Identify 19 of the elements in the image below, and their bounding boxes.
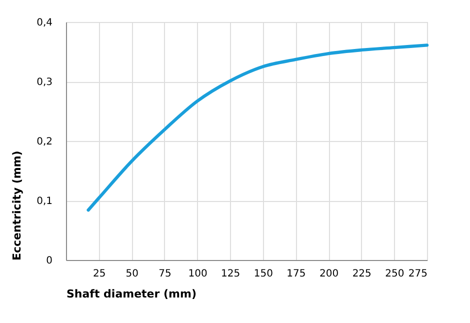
- x-tick-label: 150: [254, 268, 273, 280]
- x-tick-label: 250: [385, 268, 404, 280]
- x-axis-title: Shaft diameter (mm): [66, 288, 196, 300]
- x-tick-label: 175: [286, 268, 306, 280]
- x-tick-label: 100: [188, 268, 208, 280]
- y-tick-label: 0,3: [36, 77, 52, 88]
- y-tick-label: 0,1: [36, 196, 52, 207]
- x-tick-label: 200: [320, 268, 339, 280]
- x-tick-label: 25: [92, 268, 106, 280]
- x-tick-label: 225: [352, 268, 372, 280]
- x-tick-label: 275: [408, 268, 428, 280]
- x-tick-label: 50: [126, 268, 139, 280]
- line-series: [86, 44, 429, 212]
- y-tick-label: 0,4: [36, 18, 52, 28]
- y-tick-label: 0: [46, 256, 52, 266]
- y-axis-title: Eccentricity (mm): [10, 150, 24, 260]
- y-tick-label: 0,2: [36, 136, 52, 148]
- x-tick-label: 75: [158, 268, 172, 280]
- x-tick-label: 125: [221, 268, 240, 280]
